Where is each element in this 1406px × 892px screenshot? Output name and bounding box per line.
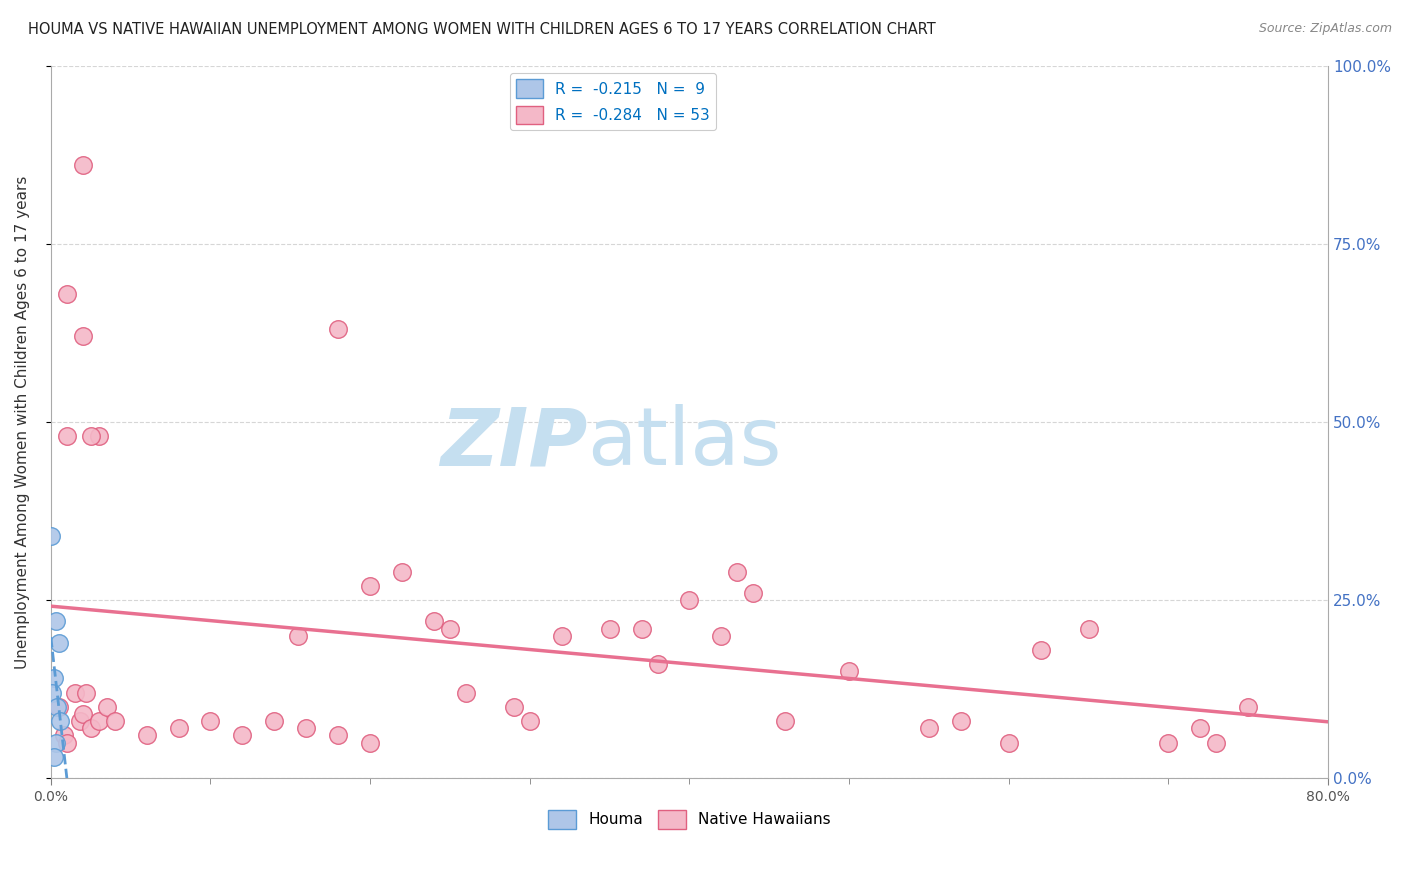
Point <box>519 714 541 729</box>
Point <box>96 700 118 714</box>
Point <box>72 158 94 172</box>
Point <box>599 622 621 636</box>
Point <box>87 714 110 729</box>
Point <box>87 429 110 443</box>
Point <box>647 657 669 672</box>
Text: atlas: atlas <box>588 404 782 483</box>
Point <box>167 722 190 736</box>
Point <box>454 686 477 700</box>
Point <box>359 579 381 593</box>
Point <box>231 729 253 743</box>
Point <box>56 736 79 750</box>
Point <box>263 714 285 729</box>
Point <box>45 615 67 629</box>
Point <box>295 722 318 736</box>
Point <box>56 286 79 301</box>
Point <box>1029 643 1052 657</box>
Point <box>328 322 350 336</box>
Text: ZIP: ZIP <box>440 404 588 483</box>
Point <box>49 714 72 729</box>
Point <box>1157 736 1180 750</box>
Point <box>998 736 1021 750</box>
Point <box>551 629 574 643</box>
Point <box>48 636 70 650</box>
Point <box>56 429 79 443</box>
Point <box>775 714 797 729</box>
Point <box>391 565 413 579</box>
Point <box>104 714 127 729</box>
Point <box>630 622 652 636</box>
Point <box>135 729 157 743</box>
Point <box>328 729 350 743</box>
Text: Source: ZipAtlas.com: Source: ZipAtlas.com <box>1258 22 1392 36</box>
Point <box>45 736 67 750</box>
Point <box>52 729 75 743</box>
Point <box>42 672 65 686</box>
Point <box>359 736 381 750</box>
Legend: Houma, Native Hawaiians: Houma, Native Hawaiians <box>543 804 837 835</box>
Point <box>710 629 733 643</box>
Point <box>1189 722 1212 736</box>
Point <box>63 686 86 700</box>
Point <box>75 686 97 700</box>
Point <box>949 714 972 729</box>
Point <box>39 529 62 543</box>
Text: HOUMA VS NATIVE HAWAIIAN UNEMPLOYMENT AMONG WOMEN WITH CHILDREN AGES 6 TO 17 YEA: HOUMA VS NATIVE HAWAIIAN UNEMPLOYMENT AM… <box>28 22 936 37</box>
Point <box>287 629 309 643</box>
Point <box>742 586 765 600</box>
Point <box>678 593 700 607</box>
Point <box>42 749 65 764</box>
Point <box>41 686 63 700</box>
Point <box>439 622 461 636</box>
Point <box>80 429 103 443</box>
Point <box>72 707 94 722</box>
Point <box>69 714 91 729</box>
Point <box>423 615 446 629</box>
Point <box>46 700 69 714</box>
Point <box>72 329 94 343</box>
Y-axis label: Unemployment Among Women with Children Ages 6 to 17 years: Unemployment Among Women with Children A… <box>15 175 30 669</box>
Point <box>48 700 70 714</box>
Point <box>725 565 748 579</box>
Point <box>200 714 222 729</box>
Point <box>1077 622 1099 636</box>
Point <box>80 722 103 736</box>
Point <box>1205 736 1227 750</box>
Point <box>918 722 941 736</box>
Point <box>502 700 524 714</box>
Point <box>838 665 860 679</box>
Point <box>1237 700 1260 714</box>
